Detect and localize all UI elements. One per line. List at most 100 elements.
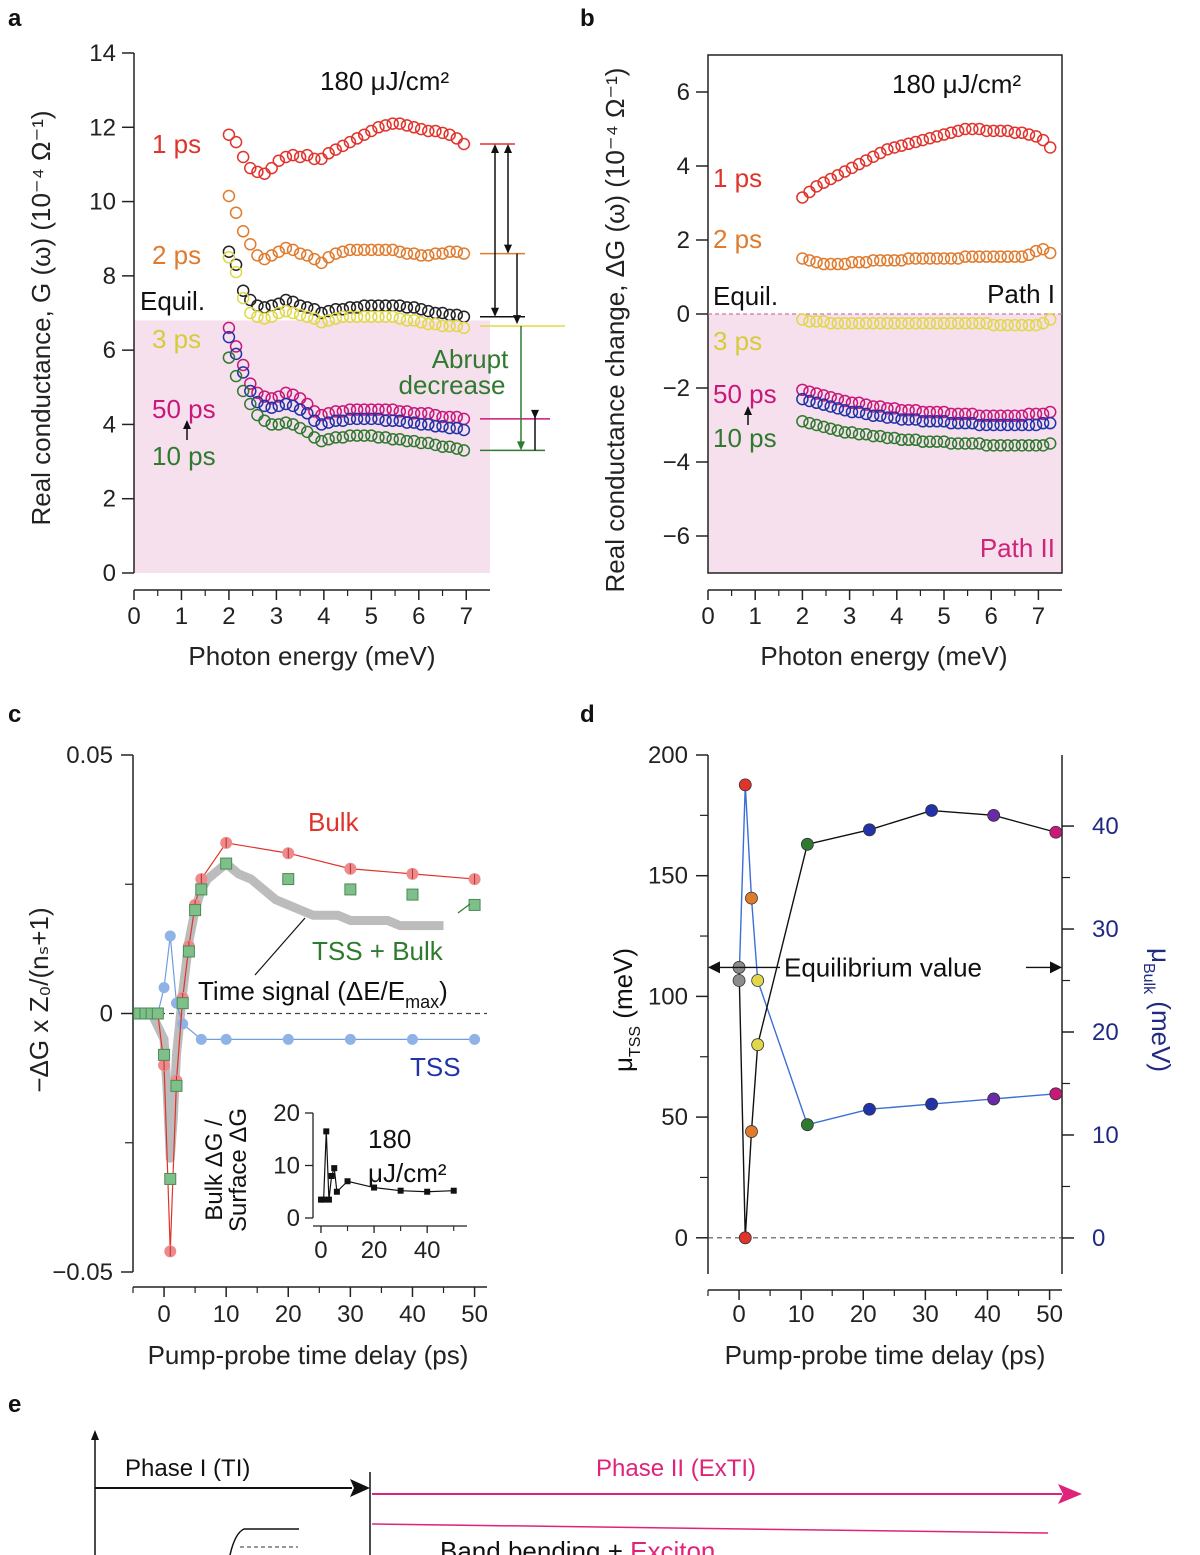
point-50-ps <box>852 396 866 410</box>
inset-x-tick-label: 40 <box>414 1237 441 1264</box>
label-50ps: 50 ps <box>713 379 777 409</box>
point-50-ps <box>308 405 321 418</box>
y-tick-label: −6 <box>663 523 690 550</box>
point-10-ps <box>414 436 428 450</box>
x-tick-label: 0 <box>127 603 140 630</box>
point-50-ps <box>824 391 837 404</box>
point-3-ps <box>443 319 456 333</box>
point-30-ps <box>293 403 307 416</box>
point-1-ps <box>1001 124 1014 138</box>
point-10-ps <box>881 431 894 445</box>
point-10-ps <box>407 434 421 448</box>
point-30-ps <box>1008 418 1022 432</box>
point-30-ps <box>810 396 823 410</box>
point-50-ps <box>838 394 852 408</box>
point-1-ps <box>436 126 449 140</box>
point-1-ps <box>414 122 428 136</box>
point-10-ps <box>236 384 250 398</box>
panel-label-d: d <box>580 701 595 728</box>
point-30-ps <box>838 403 852 417</box>
point-1-ps <box>301 148 314 162</box>
inset-point <box>397 1187 404 1194</box>
x-axis-label: Photon energy (meV) <box>188 641 435 671</box>
point-3-ps <box>1029 318 1043 332</box>
point-3-ps <box>457 321 471 335</box>
point-equil <box>322 304 335 318</box>
point-30-ps <box>951 416 965 430</box>
point-50-ps <box>888 402 901 415</box>
point-1-ps <box>308 152 321 166</box>
decay-line <box>371 1523 1049 1534</box>
point-1-ps <box>1015 126 1029 139</box>
y-tick-label: 6 <box>103 337 116 364</box>
point-1-ps <box>343 135 357 149</box>
point-1-ps <box>1036 133 1050 147</box>
mu-tss-point <box>863 823 876 837</box>
point-2-ps <box>350 243 364 257</box>
point-1-ps <box>810 180 823 193</box>
point-50-ps <box>1036 407 1050 421</box>
point-50-ps <box>909 403 922 417</box>
point-10-ps <box>336 431 350 444</box>
point-3-ps <box>308 312 321 325</box>
point-50-ps <box>265 392 278 405</box>
time-signal-leader <box>254 917 306 976</box>
point-10-ps <box>443 440 456 453</box>
point-10-ps <box>973 437 986 450</box>
point-2-ps <box>824 257 837 271</box>
point-2-ps <box>994 250 1007 263</box>
point-50-ps <box>866 400 880 413</box>
point-30-ps <box>1029 418 1043 432</box>
mu-bulk-point <box>738 778 752 792</box>
point-2-ps <box>301 249 314 262</box>
point-3-ps <box>429 317 442 331</box>
point-50-ps <box>902 403 915 417</box>
point-10-ps <box>279 416 293 429</box>
x-tick-label: 4 <box>317 603 330 630</box>
point-30-ps <box>916 415 930 428</box>
x-tick-label: 0 <box>701 603 714 630</box>
right-y-tick-label: 30 <box>1092 916 1119 943</box>
x-tick-label: 6 <box>985 603 998 630</box>
point-2-ps <box>343 243 357 257</box>
point-1-ps <box>357 128 371 141</box>
point-3-ps <box>888 317 901 330</box>
point-3-ps <box>414 316 428 329</box>
inset-point <box>371 1184 378 1191</box>
left-y-axis-label: μTSS (meV) <box>608 948 644 1072</box>
point-2-ps <box>236 225 250 238</box>
point-1-ps <box>293 150 307 164</box>
point-30-ps <box>457 423 471 437</box>
x-tick-label: 0 <box>157 1301 170 1328</box>
point-1-ps <box>315 152 328 166</box>
point-10-ps <box>958 437 972 450</box>
point-10-ps <box>229 369 243 383</box>
point-10-ps <box>393 433 407 446</box>
point-equil <box>258 301 271 314</box>
point-10-ps <box>994 439 1007 452</box>
right-y-tick-label: 40 <box>1092 813 1119 840</box>
point-50-ps <box>329 405 342 418</box>
point-3-ps <box>859 317 873 330</box>
point-2-ps <box>923 252 937 265</box>
point-30-ps <box>407 416 421 429</box>
point-2-ps <box>859 255 873 269</box>
right-y-tick-label: 10 <box>1092 1122 1119 1149</box>
point-10-ps <box>951 437 965 450</box>
y-tick-label: 8 <box>103 263 116 290</box>
point-1-ps <box>1022 128 1036 141</box>
point-3-ps <box>930 317 944 330</box>
point-3-ps <box>279 304 293 318</box>
left-y-tick-label: 200 <box>648 742 688 769</box>
y-tick-label: −4 <box>663 449 690 476</box>
point-2-ps <box>265 249 278 262</box>
point-10-ps <box>450 442 464 455</box>
point-30-ps <box>866 409 880 422</box>
point-10-ps <box>966 437 979 450</box>
point-50-ps <box>958 407 972 421</box>
label-3ps: 3 ps <box>152 324 201 354</box>
x-tick-label: 10 <box>213 1301 240 1328</box>
point-2-ps <box>436 247 449 260</box>
point-30-ps <box>845 405 859 419</box>
path1-label: Path I <box>987 279 1055 309</box>
